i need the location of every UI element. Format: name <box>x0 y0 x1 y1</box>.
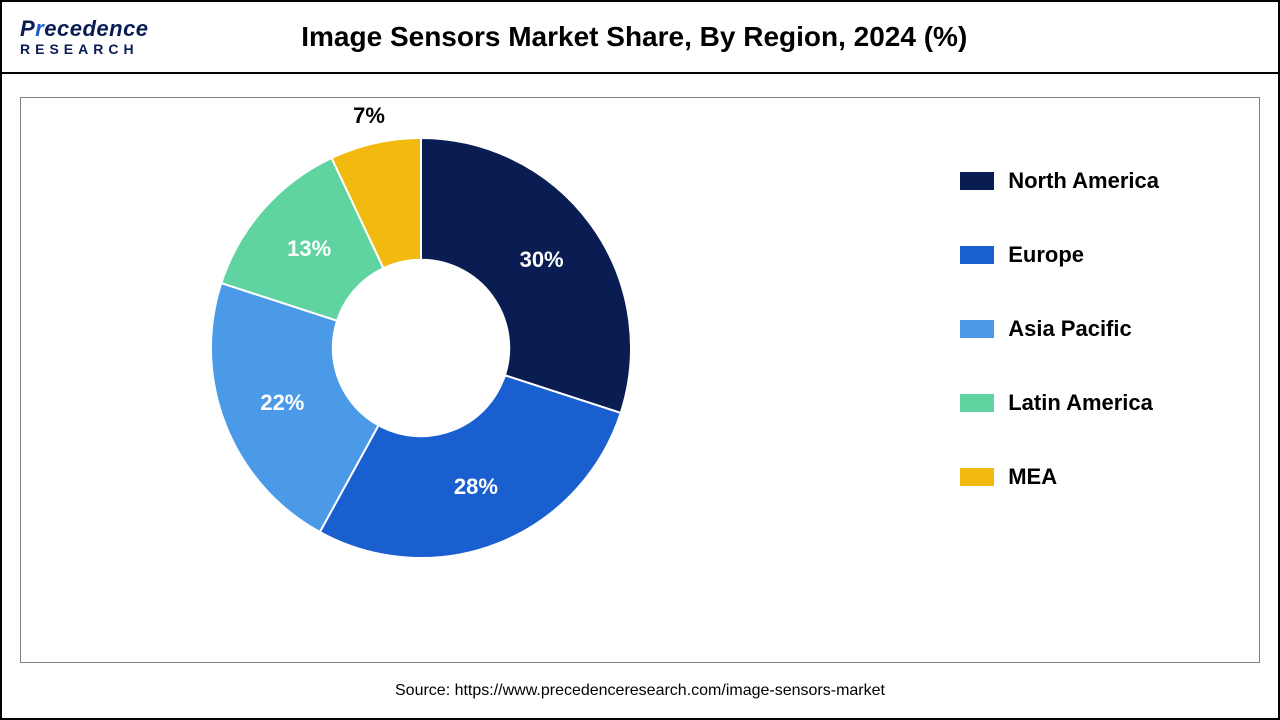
slice-label-asia-pacific: 22% <box>260 390 304 416</box>
donut-svg <box>191 118 651 578</box>
header-band: Precedence RESEARCH Image Sensors Market… <box>2 2 1278 74</box>
slice-label-mea: 7% <box>353 103 385 129</box>
slice-label-latin-america: 13% <box>287 236 331 262</box>
slice-label-europe: 28% <box>454 474 498 500</box>
legend-item-latin-america: Latin America <box>960 390 1159 416</box>
legend-swatch <box>960 246 994 264</box>
logo-line1: Precedence <box>20 18 149 40</box>
chart-panel: 30% 28% 22% 13% 7% North America Europe Asia P… <box>20 97 1260 663</box>
legend-item-asia-pacific: Asia Pacific <box>960 316 1159 342</box>
chart-title: Image Sensors Market Share, By Region, 2… <box>149 21 1260 53</box>
legend-label: Latin America <box>1008 390 1153 416</box>
legend-item-europe: Europe <box>960 242 1159 268</box>
legend-item-mea: MEA <box>960 464 1159 490</box>
legend-label: MEA <box>1008 464 1057 490</box>
legend-label: Asia Pacific <box>1008 316 1132 342</box>
logo: Precedence RESEARCH <box>20 18 149 56</box>
slice-europe <box>320 375 621 558</box>
logo-pre: P <box>20 16 35 41</box>
source-line: Source: https://www.precedenceresearch.c… <box>2 682 1278 700</box>
donut-chart: 30%28%22%13%7% <box>191 118 651 578</box>
legend: North America Europe Asia Pacific Latin Ame… <box>960 168 1159 490</box>
logo-accent: r <box>35 16 44 41</box>
logo-post: ecedence <box>44 16 148 41</box>
slice-label-north-america: 30% <box>520 247 564 273</box>
legend-label: North America <box>1008 168 1159 194</box>
legend-label: Europe <box>1008 242 1084 268</box>
slice-north-america <box>421 138 631 413</box>
legend-swatch <box>960 394 994 412</box>
report-frame: Precedence RESEARCH Image Sensors Market… <box>0 0 1280 720</box>
legend-swatch <box>960 468 994 486</box>
legend-item-north-america: North America <box>960 168 1159 194</box>
legend-swatch <box>960 172 994 190</box>
legend-swatch <box>960 320 994 338</box>
logo-line2: RESEARCH <box>20 42 149 56</box>
